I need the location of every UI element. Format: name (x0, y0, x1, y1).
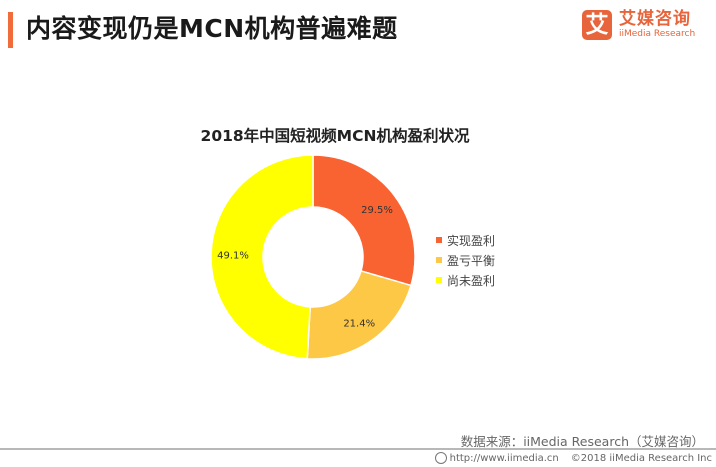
globe-icon (434, 452, 447, 464)
footer-copyright: ©2018 iiMedia Research Inc (570, 452, 712, 464)
title-accent-bar (8, 12, 13, 48)
chart-legend: 实现盈利 盈亏平衡 尚未盈利 (436, 230, 495, 290)
data-source: 数据来源：iiMedia Research（艾媒咨询） (460, 434, 704, 449)
chart-title: 2018年中国短视频MCN机构盈利状况 (200, 127, 470, 145)
footer-divider (0, 448, 716, 450)
logo-mark-icon: 艾 (582, 10, 612, 40)
iimedia-logo: 艾 艾媒咨询 iiMedia Research (582, 10, 695, 40)
legend-swatch (436, 237, 442, 243)
legend-item-not-profitable: 尚未盈利 (436, 270, 495, 290)
legend-swatch (436, 257, 442, 263)
donut-slice (210, 154, 314, 360)
donut-slice (306, 270, 412, 360)
slice-label: 29.5% (361, 205, 393, 216)
donut-slice (312, 154, 416, 287)
legend-item-breakeven: 盈亏平衡 (436, 250, 495, 270)
legend-swatch (436, 277, 442, 283)
slice-label: 21.4% (343, 318, 375, 329)
logo-name-en: iiMedia Research (619, 29, 696, 39)
legend-item-profitable: 实现盈利 (436, 230, 495, 250)
footer-url[interactable]: http://www.iimedia.cn (449, 452, 559, 464)
page-title: 内容变现仍是MCN机构普遍难题 (26, 14, 398, 43)
footer: http://www.iimedia.cn ©2018 iiMedia Rese… (434, 452, 712, 464)
logo-name-cn: 艾媒咨询 (619, 9, 691, 29)
slice-label: 49.1% (217, 251, 249, 262)
